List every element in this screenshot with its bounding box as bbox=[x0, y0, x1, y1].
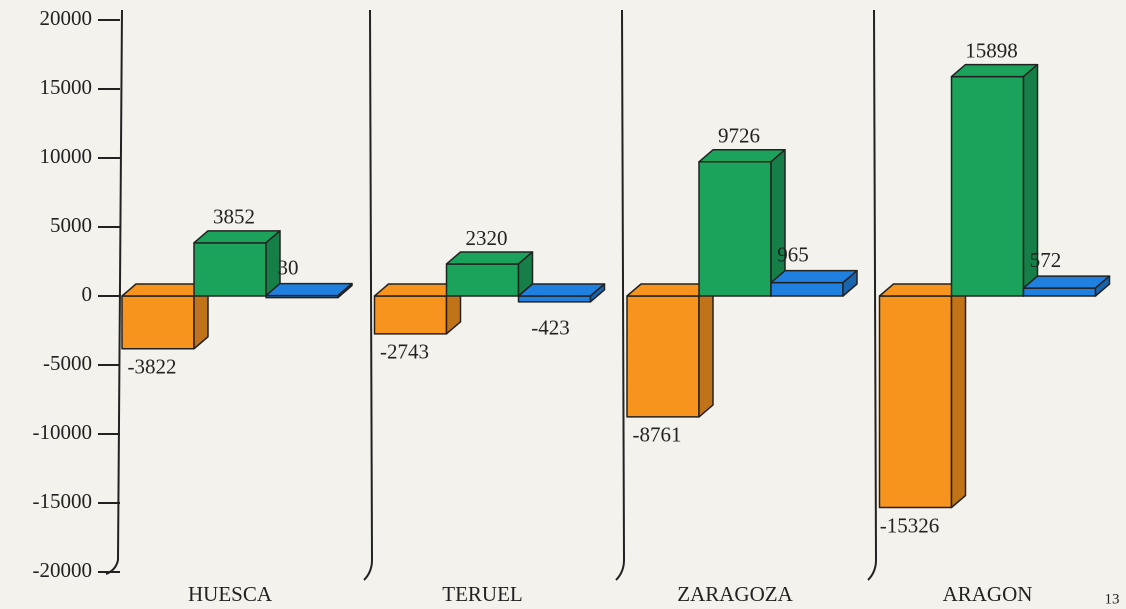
bar-side bbox=[589, 283, 606, 303]
x-tick-label: HUESCA bbox=[188, 582, 273, 606]
bar bbox=[698, 149, 786, 297]
bar-front bbox=[698, 161, 772, 297]
bar bbox=[121, 283, 209, 350]
value-label: 572 bbox=[1030, 248, 1062, 272]
y-tick-label: -10000 bbox=[33, 420, 93, 444]
bar bbox=[1022, 275, 1111, 297]
y-tick-label: -20000 bbox=[33, 558, 93, 582]
value-label: 15898 bbox=[965, 38, 1018, 62]
y-tick-label: 10000 bbox=[40, 144, 93, 168]
bar bbox=[265, 282, 353, 299]
x-tick-label: TERUEL bbox=[442, 582, 522, 606]
value-label: 30 bbox=[278, 255, 299, 279]
bar-front bbox=[878, 295, 953, 509]
bar bbox=[950, 63, 1039, 297]
value-label: 9726 bbox=[718, 124, 760, 148]
value-label: -15326 bbox=[880, 513, 940, 537]
bar-front bbox=[950, 75, 1025, 297]
bar-side bbox=[1094, 275, 1111, 297]
group-divider bbox=[867, 9, 878, 581]
bar-front bbox=[626, 295, 700, 418]
value-label: 965 bbox=[777, 242, 809, 266]
x-tick-label: ZARAGOZA bbox=[677, 582, 793, 606]
bar-side bbox=[337, 282, 353, 299]
bar-front bbox=[121, 295, 195, 350]
page-number: 13 bbox=[1105, 591, 1120, 607]
group-divider bbox=[363, 9, 374, 581]
bar-side bbox=[842, 269, 858, 297]
bar-front bbox=[770, 281, 844, 297]
y-tick-label: 15000 bbox=[40, 75, 93, 99]
bar-front bbox=[193, 242, 267, 297]
y-tick-label: 0 bbox=[82, 282, 93, 306]
bar bbox=[878, 283, 967, 509]
y-tick-label: 5000 bbox=[50, 213, 92, 237]
y-tick-label: -5000 bbox=[43, 351, 92, 375]
group-divider bbox=[615, 9, 626, 581]
value-label: -423 bbox=[531, 316, 570, 340]
bar bbox=[445, 251, 534, 297]
x-tick-label: ARAGON bbox=[943, 582, 1033, 606]
value-label: -3822 bbox=[128, 355, 177, 379]
y-axis bbox=[105, 9, 123, 575]
value-label: 2320 bbox=[466, 226, 508, 250]
value-label: -2743 bbox=[380, 340, 429, 364]
bar bbox=[626, 283, 714, 418]
bar bbox=[517, 283, 606, 303]
bar-side bbox=[950, 283, 967, 509]
bar-side bbox=[698, 283, 714, 418]
value-label: -8761 bbox=[633, 423, 682, 447]
y-tick-label: 20000 bbox=[40, 6, 93, 30]
bar-front bbox=[517, 295, 592, 303]
bar-front bbox=[445, 263, 520, 297]
y-tick-label: -15000 bbox=[33, 489, 93, 513]
bar bbox=[770, 269, 858, 297]
bar-front bbox=[1022, 287, 1097, 297]
bar-front bbox=[373, 295, 448, 335]
bar bbox=[193, 230, 281, 297]
value-label: 3852 bbox=[213, 205, 255, 229]
